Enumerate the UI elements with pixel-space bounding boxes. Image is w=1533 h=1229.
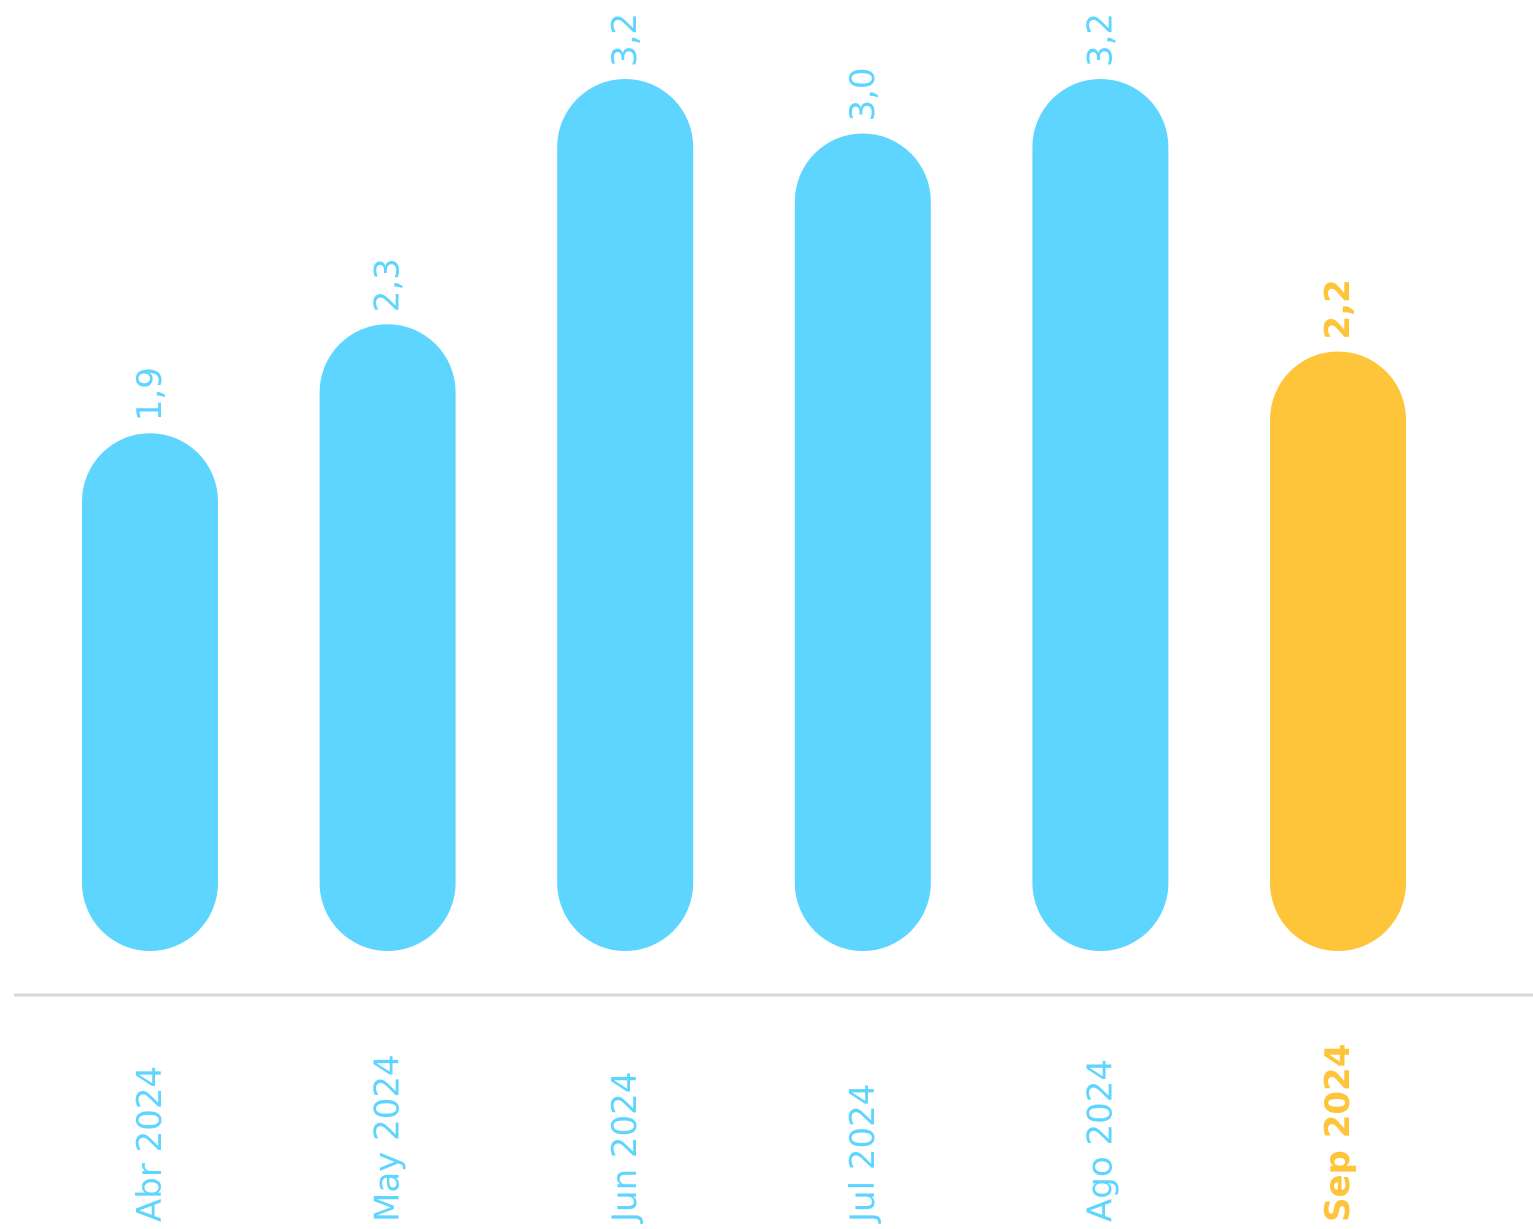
bars-group (82, 79, 1406, 951)
bar-2 (319, 324, 456, 951)
bar-5 (1032, 79, 1169, 951)
bar-3 (557, 79, 694, 951)
bar-6 (1270, 351, 1406, 951)
category-label-3: Jun 2024 (605, 1072, 645, 1224)
bar-1 (82, 433, 218, 951)
value-label-6: 2,2 (1318, 279, 1358, 339)
value-labels-group: 1,9 2,3 3,2 3,0 3,2 2,2 (130, 13, 1358, 421)
value-label-4: 3,0 (843, 67, 883, 121)
category-label-4: Jul 2024 (843, 1084, 883, 1224)
category-labels-group: Abr 2024 May 2024 Jun 2024 Jul 2024 Ago 2024… (130, 1044, 1358, 1224)
value-label-1: 1,9 (130, 367, 170, 421)
value-label-2: 2,3 (368, 258, 408, 312)
category-label-5: Ago 2024 (1080, 1059, 1120, 1222)
bar-4 (794, 133, 931, 951)
category-label-6: Sep 2024 (1318, 1044, 1358, 1222)
value-label-5: 3,2 (1080, 13, 1120, 67)
category-label-1: Abr 2024 (130, 1066, 170, 1222)
category-label-2: May 2024 (368, 1054, 408, 1222)
value-label-3: 3,2 (605, 13, 645, 67)
